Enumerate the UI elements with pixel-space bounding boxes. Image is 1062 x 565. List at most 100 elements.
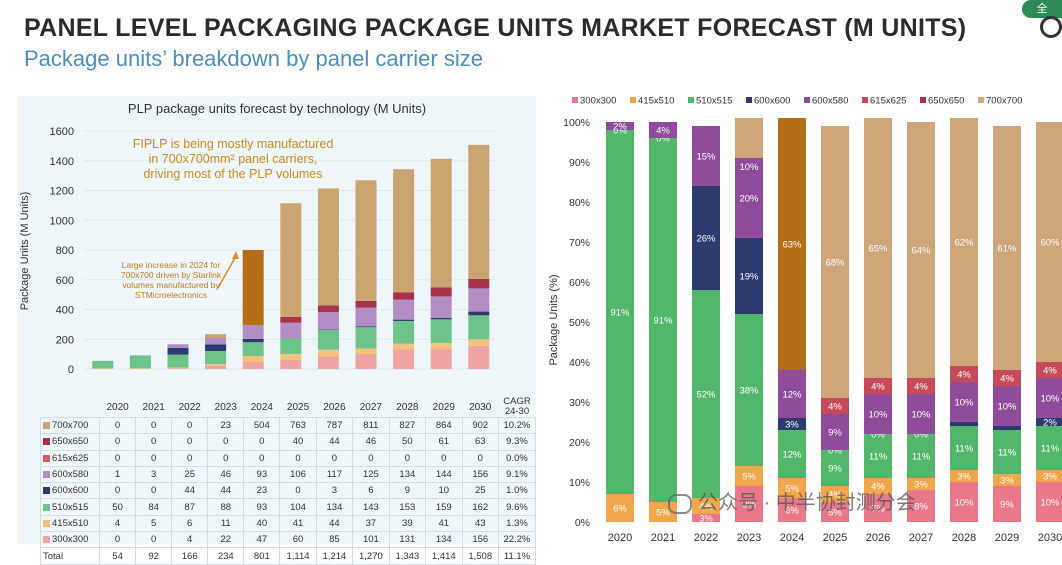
data-label: 68%: [825, 258, 845, 269]
bar-segment-600x580-2024: [243, 325, 264, 339]
data-label: 3%: [1043, 472, 1057, 483]
table-row-label: 510x515: [41, 499, 100, 515]
bar-segment-600x580-2026: [318, 312, 339, 329]
bar-segment-510x515-2024: [243, 342, 264, 356]
table-cell: 1,114: [280, 548, 316, 564]
x-tick-label: 2021: [651, 532, 675, 544]
bar-segment-415x510-2024: [243, 356, 264, 362]
data-label: 91%: [653, 316, 673, 327]
data-label: 61%: [997, 244, 1017, 255]
table-cell: 0: [100, 532, 136, 548]
bar-segment-415x510-2027: [356, 348, 377, 354]
data-label: 9%: [828, 428, 842, 439]
legend-swatch-700x700: [978, 97, 984, 103]
data-label: 10%: [1040, 394, 1060, 405]
y-tick-label: 1000: [50, 215, 74, 227]
x-tick-label: 2022: [694, 532, 718, 544]
table-cell: 159: [426, 499, 462, 515]
bar-segment-415x510-2028: [393, 344, 414, 350]
table-cell: 1,214: [316, 548, 352, 564]
refresh-icon[interactable]: [1040, 16, 1062, 38]
table-cell: 156: [462, 466, 498, 482]
legend-swatch: [43, 438, 50, 445]
bar-segment-510x515-2028: [393, 321, 414, 344]
table-cell: 134: [316, 499, 352, 515]
series-name: 700x700: [52, 420, 88, 431]
legend-swatch: [43, 455, 50, 462]
table-cell: 11: [208, 515, 244, 531]
table-cell: 0: [136, 418, 172, 434]
table-header-year: 2029: [426, 397, 462, 418]
table-header-year: 2028: [389, 397, 425, 418]
y-tick-label: 400: [56, 305, 74, 317]
table-cell: 0: [353, 450, 389, 466]
y-tick-label: 40%: [569, 357, 590, 369]
x-tick-label: 2026: [866, 532, 890, 544]
table-header-blank: [41, 397, 100, 418]
table-cell: 3: [136, 466, 172, 482]
legend-label-600x580: 600x580: [812, 96, 848, 107]
bar-segment-600x580-2027: [356, 308, 377, 327]
bar-segment-415x510-2022: [168, 368, 189, 369]
table-cell: 39: [389, 515, 425, 531]
table-cell: 50: [389, 434, 425, 450]
data-label: 9%: [828, 464, 842, 475]
table-cell: 92: [136, 548, 172, 564]
bar-segment-415x510-2023: [205, 364, 226, 366]
bar-segment-300x300-2023: [205, 366, 226, 369]
watermark-text: 公众号 · 中半协封测分会: [698, 492, 916, 514]
annotation-starlink: Large increase in 2024 for: [122, 260, 221, 270]
table-cell: 106: [280, 466, 316, 482]
legend-label-600x600: 600x600: [754, 96, 790, 107]
table-row-label: 700x700: [41, 418, 100, 434]
y-axis-label: Package Units (%): [548, 274, 560, 365]
data-label: 65%: [868, 244, 888, 255]
table-cell: 134: [389, 466, 425, 482]
bar-segment-415x510-2021: [130, 368, 151, 369]
bar-segment-600x600-2027: [356, 326, 377, 327]
data-label: 3%: [699, 514, 713, 525]
bar-segment-300x300-2025: [280, 360, 301, 369]
table-row-label: 615x625: [41, 450, 100, 466]
table-cell: 4: [172, 532, 208, 548]
table-cagr-cell: 10.2%: [498, 418, 535, 434]
table-cell: 0: [172, 418, 208, 434]
table-cell: 0: [100, 450, 136, 466]
table-cell: 0: [244, 450, 280, 466]
bar-segment-510x515-2029: [431, 319, 452, 343]
table-cell: 0: [100, 418, 136, 434]
bar-segment-700x700-2023: [735, 118, 763, 158]
bar-segment-300x300-2027: [356, 354, 377, 369]
data-label: 10%: [739, 162, 759, 173]
x-tick-label: 2020: [608, 532, 632, 544]
y-axis-label: Package Units (M Units): [19, 192, 31, 311]
bar-segment-700x700-2029: [431, 159, 452, 288]
legend-swatch: [43, 487, 50, 494]
table-cell: 87: [172, 499, 208, 515]
table-cell: 41: [280, 515, 316, 531]
table-cell: 1: [100, 466, 136, 482]
legend-swatch: [43, 422, 50, 429]
y-tick-label: 100%: [563, 117, 590, 129]
series-name: 650x650: [52, 436, 88, 447]
table-cell: 84: [136, 499, 172, 515]
bar-segment-700x700-2024: [243, 250, 264, 325]
table-cell: 156: [462, 532, 498, 548]
bar-segment-700x700-2026: [318, 188, 339, 305]
table-cell: 1,343: [389, 548, 425, 564]
bar-segment-650x650-2025: [280, 317, 301, 323]
table-header-cagr: CAGR 24-30: [498, 397, 535, 418]
table-cell: 40: [280, 434, 316, 450]
table-cell: 46: [208, 466, 244, 482]
table-row-label: 415x510: [41, 515, 100, 531]
bar-segment-650x650-2030: [468, 279, 489, 288]
bar-segment-300x300-2022: [168, 368, 189, 369]
left-chart-panel: PLP package units forecast by technology…: [18, 96, 536, 544]
corner-badge[interactable]: 全: [1022, 0, 1062, 18]
x-tick-label: 2030: [1038, 532, 1062, 544]
table-cell: 37: [353, 515, 389, 531]
data-label: 20%: [739, 194, 759, 205]
bar-segment-700x700-2028: [393, 169, 414, 292]
